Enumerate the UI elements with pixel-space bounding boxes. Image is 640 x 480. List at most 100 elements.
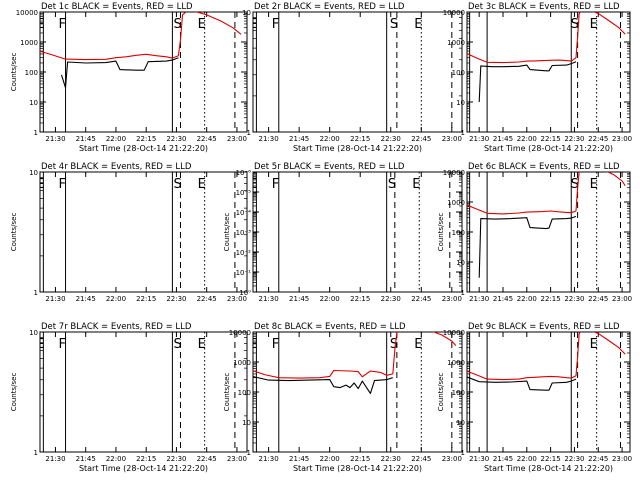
x-tick-label: 21:30 (469, 135, 489, 143)
x-tick-label: 23:00 (612, 295, 632, 303)
x-tick-label: 22:45 (411, 135, 431, 143)
y-tick-label: 1 (461, 129, 465, 137)
time-marker-label: E (249, 337, 257, 352)
x-tick-label: 22:45 (197, 135, 217, 143)
time-marker-label: E (36, 17, 44, 32)
x-tick-label: 22:30 (564, 295, 584, 303)
time-marker-label: E (198, 337, 206, 352)
chart-title: Det 1c BLACK = Events, RED = LLD (41, 2, 193, 12)
plot-frame (252, 331, 463, 453)
x-axis-label: Start Time (28-Oct-14 21:22:20) (484, 144, 613, 153)
time-marker-label: E (198, 177, 206, 192)
x-tick-label: 22:00 (517, 135, 537, 143)
plot-frame (466, 331, 631, 453)
y-tick-label: 1 (34, 449, 38, 457)
chart-panel: Det 6c BLACK = Events, RED = LLD 21:30 21:… (437, 162, 632, 303)
time-marker-label: F (59, 337, 66, 352)
x-tick-label: 22:45 (588, 455, 608, 463)
chart-panel: Det 7r BLACK = Events, RED = LLD 21:30 21:… (10, 322, 248, 473)
x-axis-label: Start Time (28-Oct-14 21:22:20) (293, 144, 422, 153)
chart-panel: Det 1c BLACK = Events, RED = LLD 21:30 21:… (10, 2, 248, 153)
y-tick-label: 10 (242, 419, 251, 427)
x-tick-label: 22:30 (166, 295, 186, 303)
x-tick-label: 22:45 (411, 455, 431, 463)
y-tick-label: 10000 (443, 329, 465, 337)
events-series-line (253, 375, 393, 394)
x-tick-label: 21:45 (289, 455, 309, 463)
x-tick-label: 22:15 (541, 135, 561, 143)
time-marker-label: E (414, 17, 422, 32)
time-marker-label: F (272, 177, 279, 192)
y-tick-label: 10 (29, 169, 38, 177)
plot-frame (252, 11, 463, 133)
y-tick-label: 1 (34, 289, 38, 297)
x-tick-label: 23:00 (442, 295, 462, 303)
time-marker-label: S (173, 177, 181, 192)
chart-panel: Det 5r BLACK = Events, RED = LLD 21:30 21:… (223, 162, 463, 303)
y-tick-label: 10⁻¹ (236, 269, 252, 277)
y-tick-label: 100 (25, 69, 38, 77)
time-marker-label: E (198, 17, 206, 32)
x-tick-label: 22:00 (320, 455, 340, 463)
x-tick-label: 21:30 (45, 295, 65, 303)
y-tick-label: 10 (456, 99, 465, 107)
time-marker-label: E (414, 337, 422, 352)
x-tick-label: 22:00 (106, 295, 126, 303)
x-tick-label: 23:00 (442, 135, 462, 143)
x-tick-label: 22:00 (106, 455, 126, 463)
events-series-line (467, 376, 577, 391)
x-tick-label: 22:30 (381, 295, 401, 303)
y-tick-label: 1 (247, 449, 251, 457)
x-tick-label: 23:00 (227, 295, 247, 303)
y-tick-label: 10000 (229, 329, 251, 337)
x-tick-label: 21:45 (76, 455, 96, 463)
x-tick-label: 22:30 (564, 455, 584, 463)
x-tick-label: 23:00 (612, 135, 632, 143)
x-tick-label: 22:15 (350, 135, 370, 143)
y-tick-label: 1000 (447, 199, 465, 207)
x-tick-label: 22:15 (350, 295, 370, 303)
y-tick-label: 1 (461, 449, 465, 457)
x-axis-label: Start Time (28-Oct-14 21:22:20) (79, 464, 208, 473)
time-marker-label: F (59, 177, 66, 192)
events-series-line (478, 61, 577, 103)
x-tick-label: 21:45 (493, 455, 513, 463)
y-tick-label: 10 (456, 259, 465, 267)
chart-title: Det 2r BLACK = Events, RED = LLD (254, 2, 405, 12)
y-axis-label: Counts/sec (223, 373, 231, 412)
x-tick-label: 22:45 (588, 295, 608, 303)
y-tick-label: 1000 (233, 359, 251, 367)
y-tick-label: 1 (461, 289, 465, 297)
chart-title: Det 5r BLACK = Events, RED = LLD (254, 162, 405, 172)
y-axis-label: Counts/sec (223, 213, 231, 252)
y-tick-label: 10⁻⁵ (236, 189, 252, 197)
x-tick-label: 23:00 (442, 455, 462, 463)
y-tick-label: 10000 (443, 169, 465, 177)
time-marker-label: S (173, 337, 181, 352)
x-tick-label: 21:30 (45, 455, 65, 463)
time-marker-label: S (173, 17, 181, 32)
x-tick-label: 22:00 (517, 295, 537, 303)
time-marker-label: E (590, 17, 598, 32)
x-tick-label: 23:00 (227, 135, 247, 143)
x-tick-label: 22:00 (320, 135, 340, 143)
lld-series-line (467, 332, 626, 381)
x-tick-label: 22:30 (564, 135, 584, 143)
plot-area: E (467, 332, 626, 452)
lld-series-line (253, 332, 457, 379)
x-tick-label: 21:30 (259, 295, 279, 303)
y-tick-label: 10 (29, 99, 38, 107)
x-tick-label: 22:15 (350, 455, 370, 463)
y-tick-label: 10000 (16, 9, 38, 17)
x-axis-label: Start Time (28-Oct-14 21:22:20) (484, 464, 613, 473)
chart-title: Det 3c BLACK = Events, RED = LLD (468, 2, 620, 12)
time-marker-label: E (590, 337, 598, 352)
plot-frame (39, 171, 248, 293)
x-tick-label: 22:00 (106, 135, 126, 143)
y-tick-label: 10 (456, 419, 465, 427)
chart-panel: Det 9c BLACK = Events, RED = LLD 21:30 21:… (437, 322, 632, 473)
time-marker-label: S (390, 337, 398, 352)
